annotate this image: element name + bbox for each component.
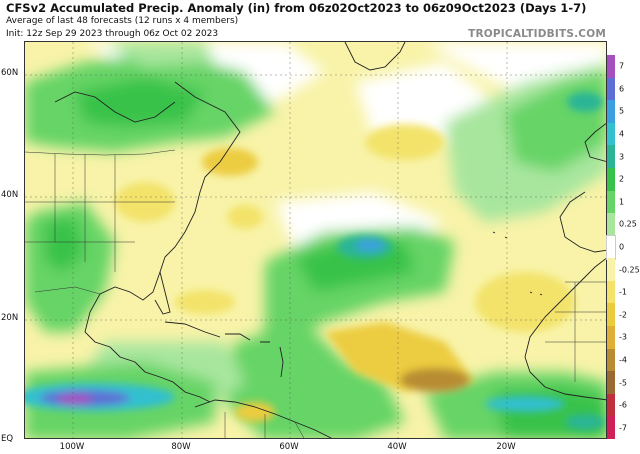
lon-label-40w: 40W: [387, 442, 407, 452]
colorbar-segment: [607, 122, 615, 146]
colorbar-label: -7: [619, 423, 627, 433]
lon-label-80w: 80W: [171, 442, 191, 452]
colorbar-label: -0.25: [619, 265, 640, 275]
colorbar-label: -4: [619, 355, 627, 365]
precip-fields: [25, 42, 606, 438]
precip-anomaly-map: [24, 41, 607, 439]
colorbar-label: 0: [619, 242, 625, 252]
borders: [25, 149, 606, 438]
colorbar-label: 6: [619, 84, 625, 94]
colorbar-segment: [607, 416, 615, 440]
lat-label-eq: EQ: [1, 434, 14, 444]
colorbar-label: -2: [619, 310, 627, 320]
colorbar: [606, 55, 616, 440]
lon-label-20w: 20W: [496, 442, 516, 452]
colorbar-label: -5: [619, 378, 627, 388]
colorbar-segment: [607, 326, 615, 350]
brand-watermark: TROPICALTIDBITS.COM: [468, 28, 606, 40]
colorbar-label: -3: [619, 332, 627, 342]
map-subtitle: Average of last 48 forecasts (12 runs x …: [6, 16, 239, 26]
colorbar-segment: [607, 393, 615, 417]
colorbar-label: -1: [619, 287, 627, 297]
colorbar-label: 2: [619, 174, 625, 184]
coastlines: [54, 42, 606, 438]
init-time: Init: 12z Sep 29 2023 through 06z Oct 02…: [6, 29, 219, 39]
lat-label-20n: 20N: [1, 313, 19, 323]
colorbar-label: 1: [619, 197, 625, 207]
colorbar-segment: [607, 77, 615, 101]
colorbar-segment: [607, 348, 615, 372]
colorbar-label: 4: [619, 129, 625, 139]
colorbar-segment: [607, 190, 615, 214]
map-title: CFSv2 Accumulated Precip. Anomaly (in) f…: [6, 1, 587, 15]
colorbar-segment: [607, 100, 615, 124]
colorbar-segment: [606, 234, 616, 260]
intense-cores: [25, 92, 605, 430]
colorbar-segment: [607, 258, 615, 282]
colorbar-segment: [607, 167, 615, 192]
colorbar-segment: [607, 303, 615, 327]
colorbar-segment: [607, 280, 615, 304]
colorbar-label: 5: [619, 106, 625, 116]
colorbar-segment: [607, 55, 615, 79]
map-canvas: [25, 42, 606, 438]
colorbar-label: 7: [619, 61, 625, 71]
lat-label-40n: 40N: [1, 190, 19, 200]
colorbar-segment: [607, 213, 615, 237]
colorbar-segment: [607, 145, 615, 169]
lon-label-60w: 60W: [279, 442, 299, 452]
lat-label-60n: 60N: [1, 68, 19, 78]
colorbar-segment: [607, 371, 615, 395]
lon-label-100w: 100W: [59, 442, 85, 452]
colorbar-label: -6: [619, 400, 627, 410]
colorbar-label: 0.25: [619, 219, 637, 229]
colorbar-label: 3: [619, 152, 625, 162]
graticule: [25, 42, 606, 438]
